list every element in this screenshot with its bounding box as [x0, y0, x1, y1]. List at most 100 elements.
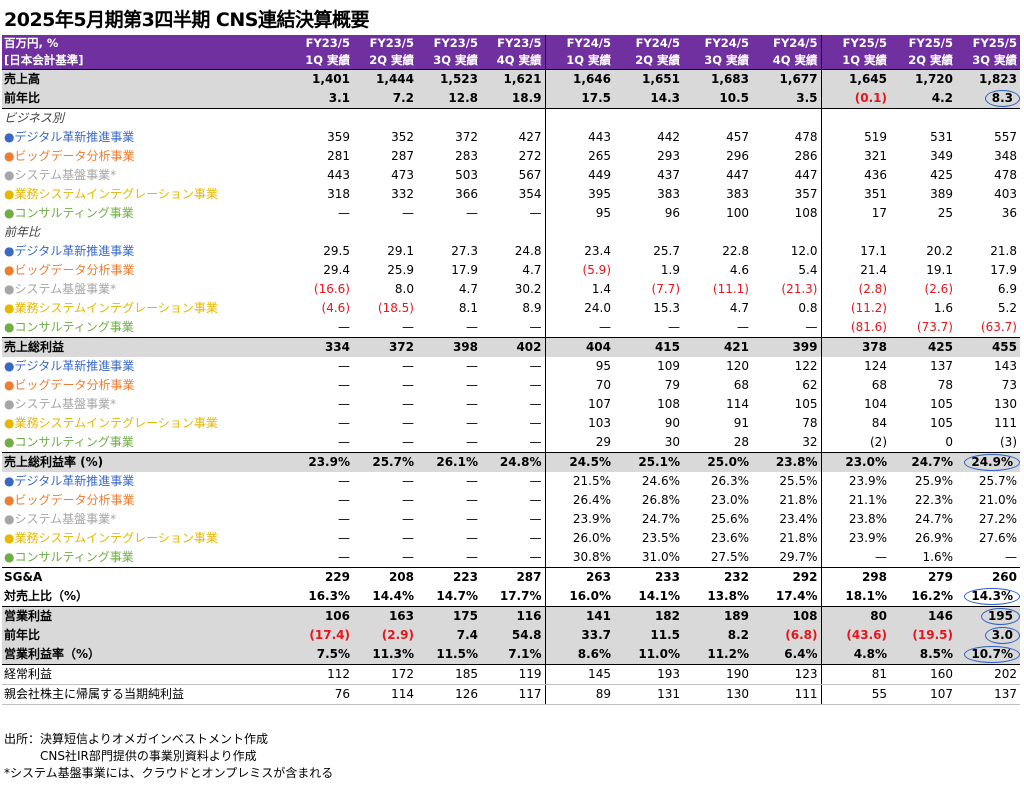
- table-cell: 26.9%: [914, 531, 953, 545]
- table-cell: 321: [864, 149, 887, 163]
- table-row: ●システム基盤事業* — — — —107 108 114 105 104 105 130: [2, 395, 1020, 414]
- table-cell: 4.7: [458, 282, 478, 296]
- table-cell: 14.3%: [956, 587, 1020, 607]
- table-cell: 21.8: [990, 244, 1017, 258]
- table-row: ビジネス別: [2, 108, 1020, 128]
- table-cell: 332: [391, 187, 414, 201]
- table-cell: 116: [481, 606, 546, 626]
- table-cell: —: [599, 320, 611, 334]
- table-cell: 8.0: [394, 282, 414, 296]
- table-cell: 402: [481, 337, 546, 357]
- table-cell: 193: [614, 664, 683, 685]
- table-cell: 25.7%: [353, 452, 417, 472]
- table-cell: 279: [890, 567, 956, 587]
- table-cell: 404: [545, 337, 614, 357]
- table-cell: 354: [481, 185, 546, 204]
- table-cell: 5.2: [997, 301, 1017, 315]
- period-quarter: 2Q 実績: [614, 52, 683, 70]
- table-cell: 12.8: [417, 89, 481, 109]
- table-cell: 108: [752, 204, 822, 223]
- table-cell: 24.7%: [641, 512, 680, 526]
- table-cell: 443: [327, 168, 350, 182]
- table-row: 売上総利益 334 372 398 402 404 415 421 399 378 425 455: [2, 337, 1020, 357]
- table-cell: 124: [864, 359, 887, 373]
- table-cell: 111: [752, 684, 822, 705]
- table-row: ●コンサルティング事業 — — — — — — — — (81.6) (73.7) (63.7): [2, 318, 1020, 338]
- table-cell: [353, 108, 417, 128]
- table-cell: 81: [821, 664, 890, 685]
- table-cell: 14.7%: [436, 589, 478, 603]
- table-cell: 160: [890, 664, 956, 685]
- table-cell: (2.8): [858, 282, 887, 296]
- table-cell: 17.5: [545, 89, 614, 109]
- table-cell: —: [402, 320, 414, 334]
- table-cell: 117: [481, 684, 546, 705]
- row-label: ビジネス別: [2, 108, 289, 128]
- table-cell: 1,523: [417, 69, 481, 89]
- table-cell: —: [481, 433, 546, 453]
- table-cell: 427: [481, 128, 546, 147]
- table-cell: —: [338, 378, 350, 392]
- table-cell: (3): [1000, 435, 1017, 449]
- table-cell: (16.6): [313, 282, 350, 296]
- table-cell: 21.1%: [848, 493, 887, 507]
- row-label: 経常利益: [2, 664, 289, 685]
- table-cell: 27.5%: [710, 550, 749, 564]
- table-cell: [545, 223, 614, 242]
- table-cell: 272: [481, 147, 546, 166]
- table-cell: [614, 108, 683, 128]
- row-label: 前年比: [4, 225, 41, 239]
- table-cell: 33.7: [545, 626, 614, 645]
- table-cell: —: [402, 435, 414, 449]
- row-label: ●業務システムインテグレーション事業: [4, 301, 218, 315]
- table-cell: [481, 223, 546, 242]
- table-cell: 232: [683, 567, 752, 587]
- table-cell: [289, 223, 353, 242]
- table-cell: 163: [353, 606, 417, 626]
- table-cell: 23.0%: [821, 452, 890, 472]
- table-cell: —: [466, 493, 478, 507]
- table-row: 営業利益率（%） 7.5% 11.3% 11.5% 7.1% 8.6% 11.0% 11.2%…: [2, 645, 1020, 665]
- table-cell: 172: [353, 664, 417, 685]
- table-cell: 25.9%: [914, 474, 953, 488]
- table-cell: —: [402, 416, 414, 430]
- table-cell: 25.6%: [710, 512, 749, 526]
- table-cell: 455: [956, 337, 1020, 357]
- row-label: ●コンサルティング事業: [4, 206, 134, 220]
- table-cell: 557: [994, 130, 1017, 144]
- table-cell: 10.5: [683, 89, 752, 109]
- table-cell: 1,621: [481, 69, 546, 89]
- table-cell: [683, 108, 752, 128]
- table-row: ●ビッグデータ分析事業 — — — —70 79 68 62 68 78 73: [2, 376, 1020, 395]
- table-cell: 137: [930, 359, 953, 373]
- table-cell: 16.3%: [308, 589, 350, 603]
- table-cell: 91: [733, 416, 749, 430]
- table-cell: 287: [481, 567, 546, 587]
- period-fy: FY23/5: [353, 35, 417, 52]
- table-cell: 16.0%: [569, 589, 611, 603]
- period-quarter: 4Q 実績: [752, 52, 822, 70]
- table-cell: 95: [595, 359, 611, 373]
- table-cell: 425: [930, 168, 953, 182]
- period-fy: FY25/5: [821, 35, 890, 52]
- table-row: 対売上比（%） 16.3% 14.4% 14.7% 17.7% 16.0% 14.1% 13.…: [2, 587, 1020, 607]
- table-cell: —: [466, 206, 478, 220]
- table-cell: (5.9): [582, 263, 611, 277]
- table-cell: 24.8%: [481, 452, 546, 472]
- table-cell: 447: [752, 166, 822, 185]
- row-label: ●業務システムインテグレーション事業: [4, 531, 218, 545]
- table-row: 前年比: [2, 223, 1020, 242]
- table-cell: 23.5%: [641, 531, 680, 545]
- table-cell: 17.9: [451, 263, 478, 277]
- table-cell: 233: [614, 567, 683, 587]
- table-row: ●デジタル革新推進事業 — — — —95 109 120 122 124 137 143: [2, 357, 1020, 376]
- table-cell: 105: [930, 416, 953, 430]
- table-cell: 415: [614, 337, 683, 357]
- table-cell: 189: [683, 606, 752, 626]
- table-cell: 13.8%: [707, 589, 749, 603]
- table-cell: 4.8%: [821, 645, 890, 665]
- table-cell: —: [1005, 550, 1017, 564]
- table-cell: 16.2%: [911, 589, 953, 603]
- table-cell: 23.4%: [752, 510, 822, 529]
- period-fy: FY24/5: [752, 35, 822, 52]
